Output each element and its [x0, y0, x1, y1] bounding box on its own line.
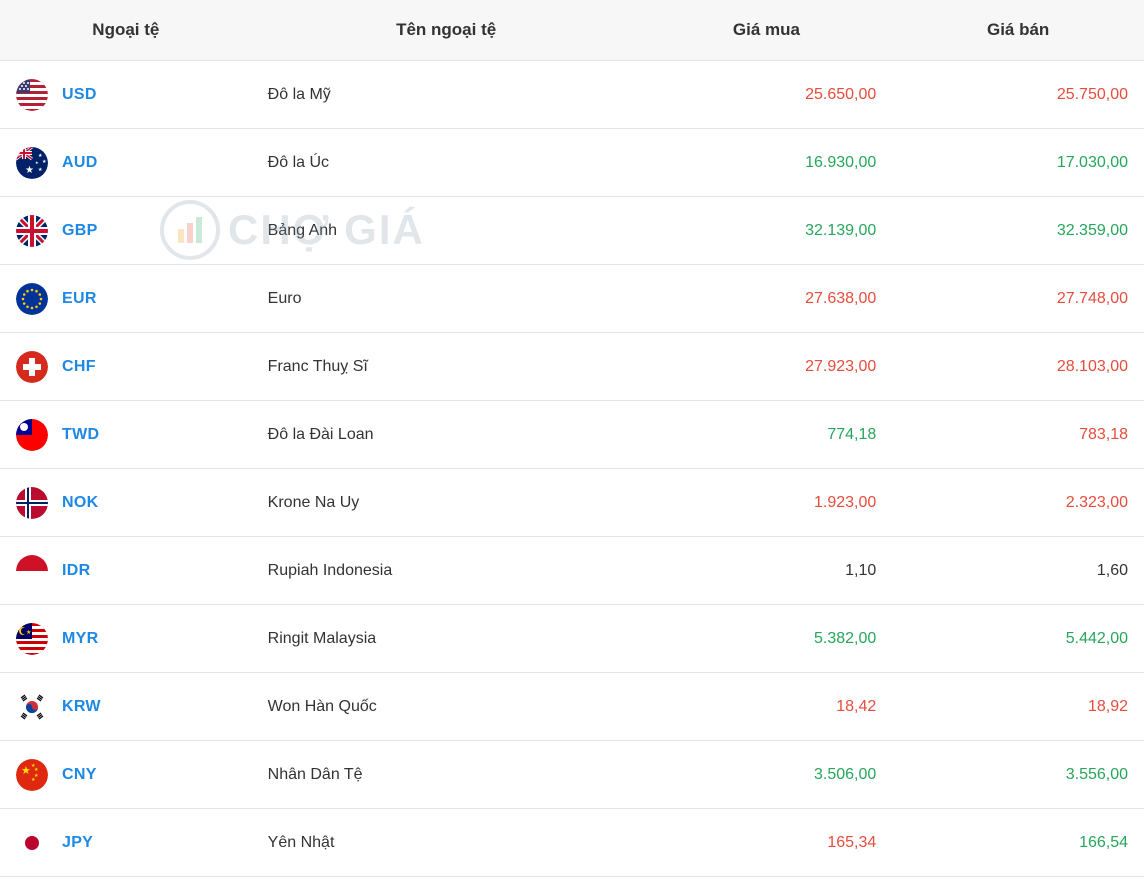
- currency-code-link[interactable]: AUD: [62, 154, 98, 172]
- sell-price: 3.556,00: [1066, 766, 1128, 783]
- sell-price: 18,92: [1088, 698, 1128, 715]
- flag-icon: [16, 419, 48, 451]
- currency-name: Won Hàn Quốc: [268, 698, 377, 715]
- flag-icon: [16, 487, 48, 519]
- table-row: CHF Franc Thuỵ Sĩ 27.923,00 28.103,00: [0, 333, 1144, 401]
- currency-name: Franc Thuỵ Sĩ: [268, 358, 368, 375]
- svg-text:★: ★: [42, 159, 47, 165]
- col-header-sell: Giá bán: [892, 0, 1144, 61]
- currency-code-link[interactable]: CHF: [62, 358, 96, 376]
- currency-name: Bảng Anh: [268, 222, 337, 239]
- flag-icon: [16, 79, 48, 111]
- sell-price: 32.359,00: [1057, 222, 1128, 239]
- currency-code-link[interactable]: JPY: [62, 834, 93, 852]
- currency-name: Đô la Úc: [268, 154, 329, 171]
- flag-icon: [16, 283, 48, 315]
- flag-icon: ★★★★★: [16, 147, 48, 179]
- sell-price: 166,54: [1079, 834, 1128, 851]
- table-row: IDR Rupiah Indonesia 1,10 1,60: [0, 537, 1144, 605]
- currency-code-link[interactable]: EUR: [62, 290, 97, 308]
- currency-code-link[interactable]: CNY: [62, 766, 97, 784]
- flag-icon: [16, 351, 48, 383]
- sell-price: 27.748,00: [1057, 290, 1128, 307]
- fx-rates-table: Ngoại tệ Tên ngoại tệ Giá mua Giá bán US…: [0, 0, 1144, 877]
- sell-price: 5.442,00: [1066, 630, 1128, 647]
- currency-code-link[interactable]: IDR: [62, 562, 90, 580]
- currency-code-link[interactable]: NOK: [62, 494, 98, 512]
- currency-name: Rupiah Indonesia: [268, 562, 393, 579]
- buy-price: 27.638,00: [805, 290, 876, 307]
- currency-name: Yên Nhật: [268, 834, 335, 851]
- table-row: EUR Euro 27.638,00 27.748,00: [0, 265, 1144, 333]
- col-header-name: Tên ngoại tệ: [252, 0, 641, 61]
- flag-icon: [16, 555, 48, 587]
- currency-code-link[interactable]: USD: [62, 86, 97, 104]
- buy-price: 25.650,00: [805, 86, 876, 103]
- buy-price: 1.923,00: [814, 494, 876, 511]
- table-row: JPY Yên Nhật 165,34 166,54: [0, 809, 1144, 877]
- table-row: ★★★★★ CNY Nhân Dân Tệ 3.506,00 3.556,00: [0, 741, 1144, 809]
- currency-name: Krone Na Uy: [268, 494, 360, 511]
- table-row: KRW Won Hàn Quốc 18,42 18,92: [0, 673, 1144, 741]
- currency-code-link[interactable]: GBP: [62, 222, 98, 240]
- sell-price: 783,18: [1079, 426, 1128, 443]
- col-header-code: Ngoại tệ: [0, 0, 252, 61]
- sell-price: 25.750,00: [1057, 86, 1128, 103]
- buy-price: 5.382,00: [814, 630, 876, 647]
- currency-code-link[interactable]: MYR: [62, 630, 98, 648]
- buy-price: 1,10: [845, 562, 876, 579]
- currency-name: Đô la Mỹ: [268, 86, 331, 103]
- currency-code-link[interactable]: KRW: [62, 698, 101, 716]
- currency-name: Nhân Dân Tệ: [268, 766, 363, 783]
- flag-icon: [16, 827, 48, 859]
- svg-text:★: ★: [26, 629, 31, 636]
- flag-icon: ★: [16, 623, 48, 655]
- buy-price: 3.506,00: [814, 766, 876, 783]
- table-row: GBP Bảng Anh 32.139,00 32.359,00: [0, 197, 1144, 265]
- flag-icon: ★★★★★: [16, 759, 48, 791]
- buy-price: 27.923,00: [805, 358, 876, 375]
- col-header-buy: Giá mua: [641, 0, 893, 61]
- currency-name: Đô la Đài Loan: [268, 426, 374, 443]
- svg-text:★: ★: [31, 777, 36, 783]
- sell-price: 1,60: [1097, 562, 1128, 579]
- currency-name: Euro: [268, 290, 302, 307]
- svg-text:★: ★: [25, 165, 34, 176]
- table-header-row: Ngoại tệ Tên ngoại tệ Giá mua Giá bán: [0, 0, 1144, 61]
- svg-text:★: ★: [35, 160, 39, 165]
- buy-price: 165,34: [827, 834, 876, 851]
- buy-price: 16.930,00: [805, 154, 876, 171]
- currency-code-link[interactable]: TWD: [62, 426, 99, 444]
- table-row: ★★★★★ AUD Đô la Úc 16.930,00 17.030,00: [0, 129, 1144, 197]
- svg-text:★: ★: [21, 765, 31, 777]
- sell-price: 28.103,00: [1057, 358, 1128, 375]
- sell-price: 2.323,00: [1066, 494, 1128, 511]
- buy-price: 32.139,00: [805, 222, 876, 239]
- buy-price: 774,18: [827, 426, 876, 443]
- table-row: NOK Krone Na Uy 1.923,00 2.323,00: [0, 469, 1144, 537]
- table-row: ★ MYR Ringit Malaysia 5.382,00 5.442,00: [0, 605, 1144, 673]
- table-row: TWD Đô la Đài Loan 774,18 783,18: [0, 401, 1144, 469]
- svg-text:★: ★: [38, 167, 43, 173]
- flag-icon: [16, 215, 48, 247]
- table-row: USD Đô la Mỹ 25.650,00 25.750,00: [0, 61, 1144, 129]
- currency-name: Ringit Malaysia: [268, 630, 376, 647]
- sell-price: 17.030,00: [1057, 154, 1128, 171]
- buy-price: 18,42: [836, 698, 876, 715]
- flag-icon: [16, 691, 48, 723]
